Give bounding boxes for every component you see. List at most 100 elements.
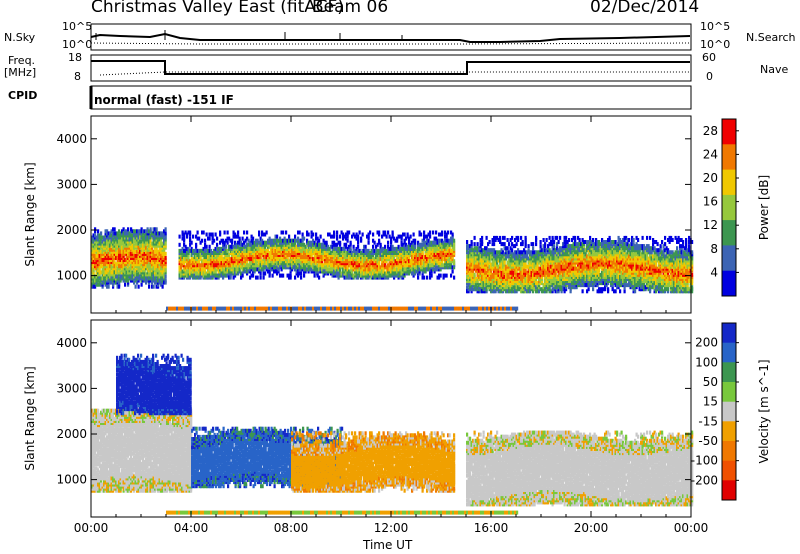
data-cell: [106, 239, 109, 244]
data-cell: [225, 269, 228, 274]
data-cell: [494, 250, 497, 255]
data-cell: [439, 251, 442, 255]
data-cell: [337, 263, 340, 268]
data-cell: [400, 246, 403, 251]
data-cell: [445, 273, 448, 278]
data-cell: [402, 251, 405, 255]
data-cell: [517, 238, 520, 242]
data-cell: [134, 278, 137, 283]
data-cell: [145, 247, 148, 252]
data-cell: [412, 259, 415, 264]
data-cell: [433, 246, 436, 251]
data-cell: [487, 248, 490, 253]
data-cell: [262, 240, 265, 245]
data-cell: [234, 240, 237, 245]
data-cell: [289, 253, 292, 257]
data-cell: [271, 267, 274, 272]
data-cell: [192, 267, 195, 272]
data-cell: [186, 263, 189, 268]
data-cell: [381, 259, 384, 264]
data-cell: [538, 256, 541, 261]
data-cell: [445, 251, 448, 255]
data-cell: [240, 255, 243, 260]
data-cell: [535, 256, 538, 261]
data-cell: [550, 281, 553, 286]
data-cell: [496, 260, 499, 265]
data-cell: [506, 250, 509, 255]
data-cell: [373, 240, 376, 245]
data-cell: [491, 250, 494, 255]
data-cell: [202, 267, 205, 272]
data-cell: [402, 261, 405, 266]
data-cell: [423, 267, 426, 272]
data-cell: [399, 234, 402, 239]
data-cell: [231, 269, 234, 274]
data-cell: [366, 269, 369, 274]
data-cell: [130, 247, 133, 252]
data-cell: [508, 268, 511, 273]
data-cell: [544, 285, 547, 290]
data-cell: [493, 268, 496, 273]
data-cell: [101, 247, 104, 252]
data-cell: [476, 256, 479, 261]
data-cell: [122, 243, 125, 248]
data-cell: [158, 251, 161, 256]
data-cell: [445, 255, 448, 260]
data-cell: [385, 273, 388, 278]
data-cell: [280, 259, 283, 264]
data-cell: [198, 255, 201, 260]
data-cell: [373, 257, 376, 262]
data-cell: [241, 267, 244, 272]
data-cell: [109, 243, 112, 248]
data-cell: [279, 242, 282, 247]
data-cell: [382, 255, 385, 260]
data-cell: [339, 251, 342, 255]
data-cell: [470, 246, 473, 251]
data-cell: [417, 255, 420, 260]
data-cell: [143, 256, 146, 260]
data-cell: [469, 285, 472, 290]
data-cell: [450, 236, 453, 241]
data-cell: [415, 263, 418, 268]
data-cell: [154, 239, 157, 244]
data-cell: [325, 269, 328, 274]
data-cell: [372, 261, 375, 266]
data-cell: [491, 238, 494, 242]
data-cell: [256, 263, 259, 268]
data-cell: [529, 250, 532, 255]
data-cell: [186, 232, 189, 237]
data-cell: [243, 242, 246, 247]
data-cell: [161, 235, 164, 240]
data-cell: [130, 256, 133, 260]
data-cell: [155, 251, 158, 256]
data-cell: [488, 260, 491, 265]
data-cell: [360, 273, 363, 278]
data-cell: [417, 263, 420, 268]
data-cell: [349, 271, 352, 276]
data-cell: [479, 258, 482, 263]
data-cell: [381, 263, 384, 268]
data-cell: [369, 251, 372, 255]
data-cell: [406, 244, 409, 249]
data-cell: [145, 278, 148, 283]
data-cell: [146, 274, 149, 279]
data-cell: [375, 269, 378, 274]
data-cell: [192, 269, 195, 274]
data-cell: [550, 250, 553, 255]
data-cell: [400, 269, 403, 274]
data-cell: [106, 251, 109, 256]
data-cell: [450, 230, 453, 235]
data-cell: [220, 269, 223, 274]
data-cell: [106, 278, 109, 283]
data-cell: [240, 259, 243, 264]
data-cell: [511, 254, 514, 259]
data-cell: [339, 269, 342, 274]
data-cell: [509, 260, 512, 265]
data-cell: [447, 251, 450, 255]
data-cell: [116, 231, 119, 236]
data-cell: [481, 277, 484, 281]
data-cell: [229, 269, 232, 274]
data-cell: [282, 246, 285, 251]
noise-panel: [90, 23, 692, 51]
data-cell: [109, 274, 112, 279]
